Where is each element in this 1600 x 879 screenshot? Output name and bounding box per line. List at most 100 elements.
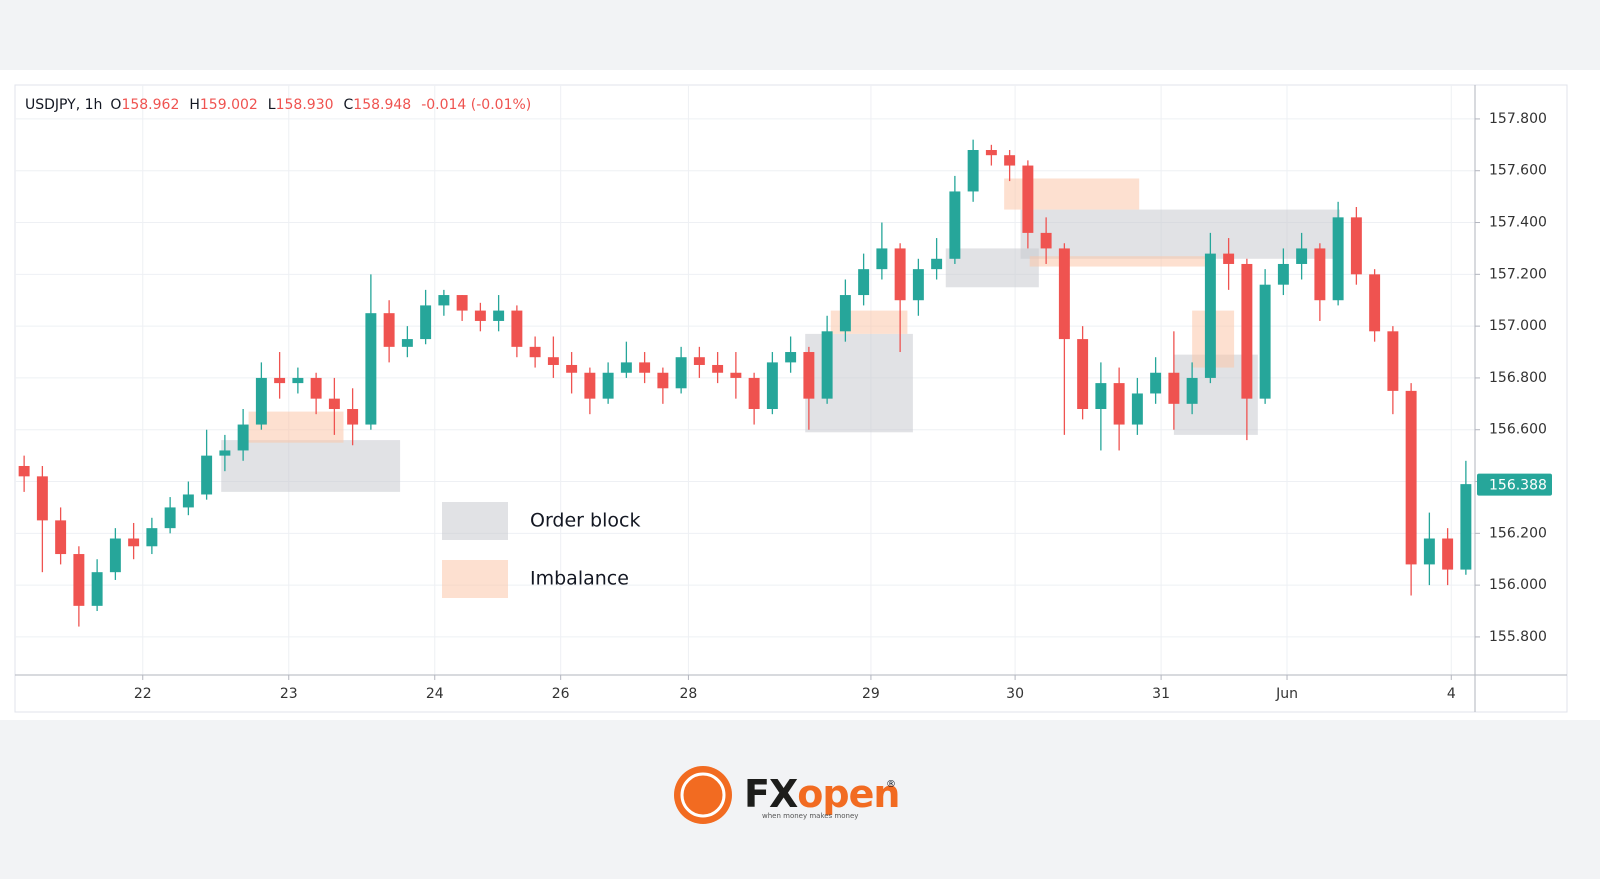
candle-body — [1168, 372, 1180, 404]
chart-frame — [14, 84, 1568, 713]
symbol-header: USDJPY, 1h O158.962 H159.002 L158.930 C158.9… — [25, 97, 531, 113]
candle-body — [529, 346, 541, 358]
candle-body — [1040, 232, 1052, 249]
symbol: USDJPY, 1h — [25, 97, 102, 113]
x-tick-label: Jun — [1275, 686, 1298, 702]
candle-body — [1131, 393, 1143, 425]
candle-body — [693, 357, 705, 365]
candle-body — [109, 538, 121, 573]
registered-mark: ® — [886, 779, 896, 790]
candle-body — [420, 305, 432, 340]
y-tick-label: 157.600 — [1489, 163, 1547, 179]
ohlc-value: 158.930 — [276, 97, 334, 113]
candle-body — [474, 310, 486, 321]
zone — [1020, 209, 1340, 259]
logo-text: FXopen — [744, 772, 899, 816]
candle-body — [639, 362, 651, 373]
candle-body — [1022, 165, 1034, 233]
candle-body — [620, 362, 632, 373]
x-tick-label: 26 — [552, 686, 570, 702]
chart-card — [0, 70, 1600, 720]
candle-body — [858, 269, 870, 296]
candle-body — [1460, 484, 1472, 570]
candle-body — [766, 362, 778, 410]
candle-body — [912, 269, 924, 301]
y-tick-label: 156.600 — [1489, 422, 1547, 438]
y-tick-label: 157.200 — [1489, 266, 1547, 282]
candle-body — [73, 554, 85, 606]
candle-body — [1150, 372, 1162, 394]
candle-body — [1332, 217, 1344, 301]
candle-body — [201, 455, 213, 495]
candle-body — [712, 364, 724, 373]
last-price-tag — [1477, 473, 1552, 496]
candle-body — [128, 538, 140, 547]
y-tick-label: 157.400 — [1489, 215, 1547, 231]
x-tick-label: 22 — [134, 686, 152, 702]
candle-body — [1369, 274, 1381, 332]
candle-body — [1277, 263, 1289, 285]
candle-body — [876, 248, 888, 270]
candle-body — [839, 295, 851, 332]
candle-body — [1204, 253, 1216, 378]
candle-body — [1423, 538, 1435, 565]
candle-body — [36, 476, 48, 521]
candle-body — [383, 313, 395, 347]
x-tick-label: 28 — [680, 686, 698, 702]
candle-body — [1004, 155, 1016, 166]
candle-body — [456, 295, 468, 311]
candle-body — [328, 398, 340, 410]
candle-body — [1186, 377, 1198, 404]
candle-body — [584, 372, 596, 399]
candle-body — [237, 424, 249, 451]
x-tick-label: 23 — [280, 686, 298, 702]
candle-body — [401, 339, 413, 347]
brand-open: open — [797, 772, 899, 816]
candle-body — [1442, 538, 1454, 570]
tagline: when money makes money — [762, 812, 858, 820]
candle-body — [18, 465, 30, 477]
candle-body — [91, 572, 103, 606]
candle-body — [255, 377, 267, 425]
candle-body — [967, 150, 979, 192]
candle-body — [274, 377, 286, 384]
candle-body — [730, 372, 742, 378]
candle-body — [1058, 248, 1070, 340]
candle-body — [1223, 253, 1235, 264]
zone — [805, 333, 913, 433]
ohlc-value: 158.962 — [121, 97, 179, 113]
ohlc-key: O — [110, 97, 121, 113]
candle-body — [146, 528, 158, 547]
x-tick-label: 24 — [426, 686, 444, 702]
candle-body — [438, 295, 450, 306]
candle-body — [182, 494, 194, 508]
legend-label: Imbalance — [530, 568, 629, 590]
candle-body — [511, 310, 523, 347]
candle-body — [493, 310, 505, 321]
ohlc-key: L — [268, 97, 276, 113]
candle-body — [1405, 390, 1417, 565]
x-tick-label: 4 — [1447, 686, 1456, 702]
y-tick-label: 155.800 — [1489, 629, 1547, 645]
y-tick-label: 156.800 — [1489, 370, 1547, 386]
candle-body — [55, 520, 67, 555]
y-tick-label: 157.800 — [1489, 111, 1547, 127]
candle-body — [547, 357, 559, 365]
y-tick-label: 157.000 — [1489, 318, 1547, 334]
candle-body — [310, 377, 322, 399]
candle-body — [985, 150, 997, 156]
x-tick-label: 29 — [862, 686, 880, 702]
candle-body — [365, 313, 377, 425]
candle-body — [949, 191, 961, 259]
candle-body — [1077, 339, 1089, 410]
price-change: -0.014 (-0.01%) — [421, 97, 531, 113]
candles — [18, 139, 1472, 627]
candle-body — [347, 409, 359, 425]
candle-body — [1095, 383, 1107, 410]
candle-body — [1241, 263, 1253, 399]
candle-body — [292, 377, 304, 384]
candle-body — [748, 377, 760, 410]
candle-body — [1113, 383, 1125, 425]
legend-swatch — [442, 502, 508, 540]
